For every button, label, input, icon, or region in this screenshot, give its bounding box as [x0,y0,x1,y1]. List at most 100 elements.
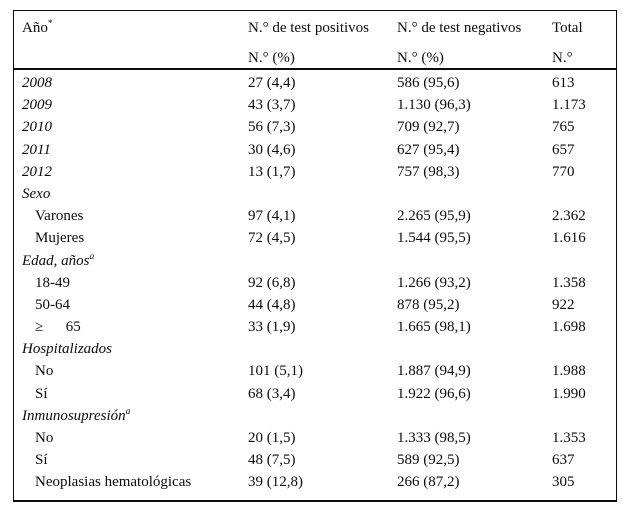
row-label: 2012 [22,163,52,180]
negatives-cell: 1.544 (95,5) [397,230,471,247]
table-row: Mujeres 72 (4,5) 1.544 (95,5) 1.616 [22,227,616,249]
table-row: 2009 43 (3,7) 1.130 (96,3) 1.173 [22,94,616,116]
table-row: Sí 48 (7,5) 589 (92,5) 637 [22,449,616,471]
negatives-cell: 757 (98,3) [397,163,460,180]
section-row: Hospitalizados [22,338,616,360]
table-row: No 20 (1,5) 1.333 (98,5) 1.353 [22,427,616,449]
positives-cell: 13 (1,7) [248,163,296,180]
row-label: Hospitalizados [22,341,113,358]
positives-cell: 43 (3,7) [248,97,296,114]
header-ano: Año* [22,11,248,69]
total-cell [552,338,616,360]
positives-cell: 33 (1,9) [248,319,296,336]
table-row: Sí 68 (3,4) 1.922 (96,6) 1.990 [22,383,616,405]
row-label: Neoplasias hematológicas [35,474,192,491]
total-cell: 922 [552,296,575,313]
header-test-positivos-line1: N.° de test positivos [248,20,369,36]
negatives-cell: 709 (92,7) [397,119,460,136]
row-label: 50-64 [35,296,70,313]
positives-cell: 44 (4,8) [248,296,296,313]
total-cell: 657 [552,141,575,158]
positives-cell [248,405,397,427]
total-cell: 613 [552,75,575,91]
footnote-marker-a: a [89,251,95,262]
total-cell [552,183,616,205]
row-label: Mujeres [35,230,85,247]
row-label: 18-49 [35,274,70,291]
row-label: 2009 [22,97,52,114]
row-label: Sí [35,385,48,402]
positives-cell: 39 (12,8) [248,474,303,491]
section-row: Sexo [22,183,616,205]
positives-cell [248,250,397,272]
header-ano-label: Año* [22,19,53,36]
row-label: Inmunosupresióna [22,406,131,424]
header-test-negativos-line1: N.° de test negativos [397,20,522,36]
total-cell: 1.358 [552,274,586,291]
row-label: 2008 [22,75,52,91]
positives-cell: 92 (6,8) [248,274,296,291]
negatives-cell: 1.130 (96,3) [397,97,471,114]
positives-cell: 101 (5,1) [248,363,303,380]
table-row: 2008 27 (4,4) 586 (95,6) 613 [22,72,616,94]
table-row: 2012 13 (1,7) 757 (98,3) 770 [22,161,616,183]
total-cell: 2.362 [552,208,586,225]
total-cell: 1.353 [552,430,586,446]
header-total: Total N.° [552,11,616,69]
negatives-cell [397,250,552,272]
negatives-cell: 878 (95,2) [397,296,460,313]
results-table: Año* N.° de test positivos N.° (%) N.° d… [13,10,617,502]
header-test-negativos: N.° de test negativos N.° (%) [397,11,552,69]
total-cell: 1.616 [552,230,586,247]
total-cell: 1.698 [552,319,586,336]
positives-cell: 97 (4,1) [248,208,296,225]
positives-cell: 72 (4,5) [248,230,296,247]
row-label: ≥ 65 [35,319,81,336]
row-label: Sí [35,452,48,469]
total-cell: 765 [552,119,575,136]
negatives-cell [397,183,552,205]
table-row: ≥ 65 33 (1,9) 1.665 (98,1) 1.698 [22,316,616,338]
negatives-cell [397,338,552,360]
total-cell: 770 [552,163,575,180]
total-cell: 1.988 [552,363,586,380]
total-cell [552,405,616,427]
positives-cell: 56 (7,3) [248,119,296,136]
negatives-cell: 589 (92,5) [397,452,460,469]
row-label: 2010 [22,119,52,136]
positives-cell: 30 (4,6) [248,141,296,158]
total-cell: 1.990 [552,385,586,402]
negatives-cell: 266 (87,2) [397,474,460,491]
total-cell: 305 [552,474,575,491]
negatives-cell: 586 (95,6) [397,75,460,91]
positives-cell [248,183,397,205]
row-label: Sexo [22,185,51,202]
table-row: Varones 97 (4,1) 2.265 (95,9) 2.362 [22,205,616,227]
negatives-cell: 1.333 (98,5) [397,430,471,446]
positives-cell: 68 (3,4) [248,385,296,402]
row-label: 2011 [22,141,51,158]
row-label: No [35,363,54,380]
row-label: Edad, añosa [22,251,95,269]
header-test-positivos: N.° de test positivos N.° (%) [248,11,397,69]
negatives-cell: 627 (95,4) [397,141,460,158]
negatives-cell: 1.887 (94,9) [397,363,471,380]
negatives-cell: 2.265 (95,9) [397,208,471,225]
table-row: No 101 (5,1) 1.887 (94,9) 1.988 [22,360,616,382]
row-label: Varones [35,208,84,225]
table-body: 2008 27 (4,4) 586 (95,6) 613 2009 43 (3,7) 1.1… [14,70,616,500]
header-total-line1: Total [552,20,583,36]
table-header: Año* N.° de test positivos N.° (%) N.° d… [14,11,616,70]
total-cell: 637 [552,452,575,469]
total-cell: 1.173 [552,97,586,114]
header-test-negativos-line2: N.° (%) [397,50,444,66]
negatives-cell [397,405,552,427]
negatives-cell: 1.665 (98,1) [397,319,471,336]
negatives-cell: 1.266 (93,2) [397,274,471,291]
negatives-cell: 1.922 (96,6) [397,385,471,402]
header-total-line2: N.° [552,50,573,66]
section-row: Edad, añosa [22,250,616,272]
positives-cell: 20 (1,5) [248,430,296,446]
row-label: No [35,430,54,446]
positives-cell [248,338,397,360]
